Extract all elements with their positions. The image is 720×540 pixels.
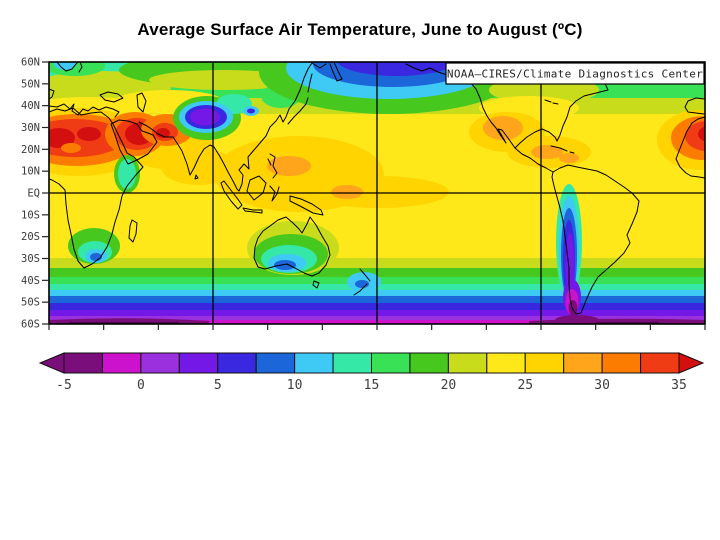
svg-text:60N: 60N bbox=[21, 57, 40, 69]
svg-text:40S: 40S bbox=[21, 275, 40, 287]
colorbar-labels: -5 0 5 10 15 20 25 30 35 bbox=[56, 378, 687, 393]
svg-text:10: 10 bbox=[287, 378, 303, 393]
svg-text:0: 0 bbox=[137, 378, 145, 393]
lon-ticks bbox=[48, 324, 706, 330]
graticule bbox=[49, 62, 705, 324]
credit-box: NOAA–CIRES/Climate Diagnostics Center bbox=[445, 62, 705, 85]
svg-text:20N: 20N bbox=[21, 144, 40, 156]
svg-text:5: 5 bbox=[214, 378, 222, 393]
svg-text:35: 35 bbox=[671, 378, 687, 393]
svg-text:10S: 10S bbox=[21, 209, 40, 221]
temperature-field bbox=[49, 62, 705, 324]
svg-text:20: 20 bbox=[441, 378, 457, 393]
svg-text:60S: 60S bbox=[21, 319, 40, 331]
colorbar-arrow-left bbox=[38, 352, 65, 374]
svg-text:40N: 40N bbox=[21, 100, 40, 112]
colorbar-segments bbox=[63, 352, 680, 374]
svg-text:30S: 30S bbox=[21, 253, 40, 265]
svg-text:50N: 50N bbox=[21, 78, 40, 90]
svg-text:15: 15 bbox=[364, 378, 380, 393]
colorbar: -5 0 5 10 15 20 25 30 35 bbox=[38, 352, 705, 393]
page-title: Average Surface Air Temperature, June to… bbox=[137, 20, 583, 39]
lat-axis: 60N 50N 40N 30N 20N 10N EQ 10S 20S 30S 4… bbox=[21, 57, 49, 331]
svg-text:10N: 10N bbox=[21, 166, 40, 178]
svg-text:50S: 50S bbox=[21, 297, 40, 309]
colorbar-arrow-right bbox=[678, 352, 705, 374]
svg-text:-5: -5 bbox=[56, 378, 72, 393]
svg-text:30: 30 bbox=[594, 378, 610, 393]
svg-text:20S: 20S bbox=[21, 231, 40, 243]
climate-map-plot: NOAA–CIRES/Climate Diagnostics Center 60… bbox=[21, 57, 706, 393]
svg-text:30N: 30N bbox=[21, 122, 40, 134]
coastlines bbox=[49, 62, 705, 315]
svg-text:EQ: EQ bbox=[27, 188, 40, 200]
svg-text:25: 25 bbox=[517, 378, 533, 393]
credit-label: NOAA–CIRES/Climate Diagnostics Center bbox=[447, 68, 703, 81]
